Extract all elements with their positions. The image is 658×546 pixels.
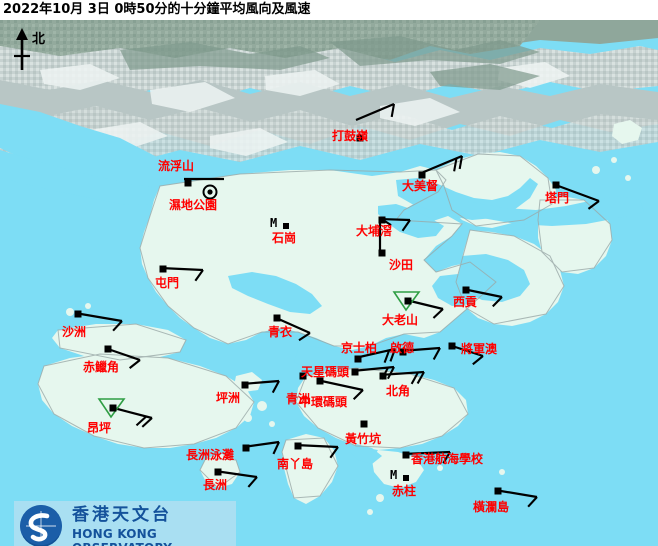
station-marker-10[interactable] — [392, 291, 421, 312]
station-label: 中環碼頭 — [299, 395, 348, 409]
station-marker-0[interactable] — [356, 134, 364, 142]
station-marker-19[interactable] — [316, 377, 324, 385]
station-marker-29[interactable] — [494, 487, 502, 495]
station-marker-18[interactable] — [379, 372, 387, 380]
title-bar: 2022年10月 3日 0時50分的十分鐘平均風向及風速 — [0, 0, 658, 20]
station-marker-7[interactable] — [378, 249, 386, 257]
station-label: 沙洲 — [62, 325, 87, 339]
station-marker-5[interactable] — [552, 181, 560, 189]
station-label: 啟德 — [390, 341, 415, 355]
station-label: 天星碼頭 — [301, 365, 350, 379]
station-marker-16[interactable] — [448, 342, 456, 350]
wind-barb — [418, 154, 464, 176]
station-label: 將軍澳 — [461, 342, 498, 356]
station-label: 大老山 — [382, 313, 419, 327]
station-marker-23[interactable] — [360, 420, 368, 428]
map-geography: MM — [0, 20, 658, 546]
station-label: 赤柱 — [392, 484, 417, 498]
station-marker-27[interactable]: M — [390, 468, 409, 482]
wind-barb — [552, 182, 600, 210]
wind-barb — [379, 370, 425, 385]
page-title: 2022年10月 3日 0時50分的十分鐘平均風向及風速 — [3, 2, 311, 17]
station-label: 塔門 — [545, 191, 570, 205]
wind-barb — [214, 469, 258, 488]
station-label: 香港航海學校 — [411, 452, 484, 466]
wind-barb — [74, 311, 123, 332]
station-label: 打鼓嶺 — [332, 129, 369, 143]
station-marker-9[interactable] — [462, 286, 470, 294]
station-marker-layer: MM — [74, 134, 560, 495]
station-marker-6[interactable] — [378, 216, 386, 224]
station-marker-26[interactable] — [402, 451, 410, 459]
station-label: 南丫島 — [277, 457, 314, 471]
station-marker-11[interactable] — [74, 310, 82, 318]
station-marker-14[interactable] — [354, 355, 362, 363]
wind-barb — [354, 347, 396, 364]
hko-logo-name-cn: 香港天文台 — [72, 505, 172, 525]
station-label: 黃竹坑 — [345, 432, 382, 446]
station-label: 坪洲 — [216, 391, 241, 405]
station-marker-22[interactable] — [97, 398, 126, 419]
station-marker-3[interactable]: M — [270, 216, 289, 230]
station-marker-20[interactable] — [299, 372, 307, 380]
station-label: 青洲 — [286, 392, 311, 406]
wind-barb — [355, 102, 396, 122]
station-label: 赤鱲角 — [83, 360, 120, 374]
station-label: 屯門 — [155, 276, 180, 290]
station-label: 西貢 — [453, 295, 478, 309]
station-marker-17[interactable] — [351, 368, 359, 376]
hko-logo: 香港天文台 HONG KONG OBSERVATORY — [14, 501, 236, 546]
wind-barb — [399, 346, 441, 361]
station-label: 石崗 — [272, 231, 297, 245]
station-marker-13[interactable] — [104, 345, 112, 353]
wind-barb — [494, 488, 538, 508]
station-label: 沙田 — [389, 258, 414, 272]
station-label: 青衣 — [268, 325, 293, 339]
svg-text:M: M — [270, 216, 277, 230]
wind-barb — [316, 378, 364, 401]
station-label: 流浮山 — [158, 159, 195, 173]
station-marker-24[interactable] — [242, 444, 250, 452]
wind-barb — [294, 443, 339, 459]
station-label: 北角 — [386, 384, 411, 398]
station-label: 大埔滘 — [356, 224, 393, 238]
hko-logo-name-en: HONG KONG OBSERVATORY — [72, 527, 172, 546]
station-marker-28[interactable] — [214, 468, 222, 476]
wind-barb — [402, 450, 451, 464]
station-marker-2[interactable] — [202, 184, 218, 200]
station-marker-15[interactable] — [399, 348, 407, 356]
north-arrow: 北 — [6, 26, 66, 74]
svg-text:M: M — [390, 468, 397, 482]
station-label: 長洲 — [203, 478, 228, 492]
station-label: 京士柏 — [341, 341, 378, 355]
station-marker-12[interactable] — [273, 314, 281, 322]
station-label: 濕地公園 — [169, 198, 218, 212]
station-marker-4[interactable] — [418, 171, 426, 179]
station-marker-8[interactable] — [159, 265, 167, 273]
north-label: 北 — [32, 32, 46, 47]
station-marker-1[interactable] — [184, 179, 192, 187]
station-marker-21[interactable] — [241, 381, 249, 389]
station-label: 大美督 — [402, 179, 439, 193]
station-label: 橫瀾島 — [473, 500, 510, 514]
station-label: 長洲泳灘 — [186, 448, 235, 462]
station-label: 昂坪 — [87, 421, 112, 435]
station-marker-25[interactable] — [294, 442, 302, 450]
wind-barb — [159, 266, 204, 282]
hko-logo-icon — [20, 505, 62, 546]
